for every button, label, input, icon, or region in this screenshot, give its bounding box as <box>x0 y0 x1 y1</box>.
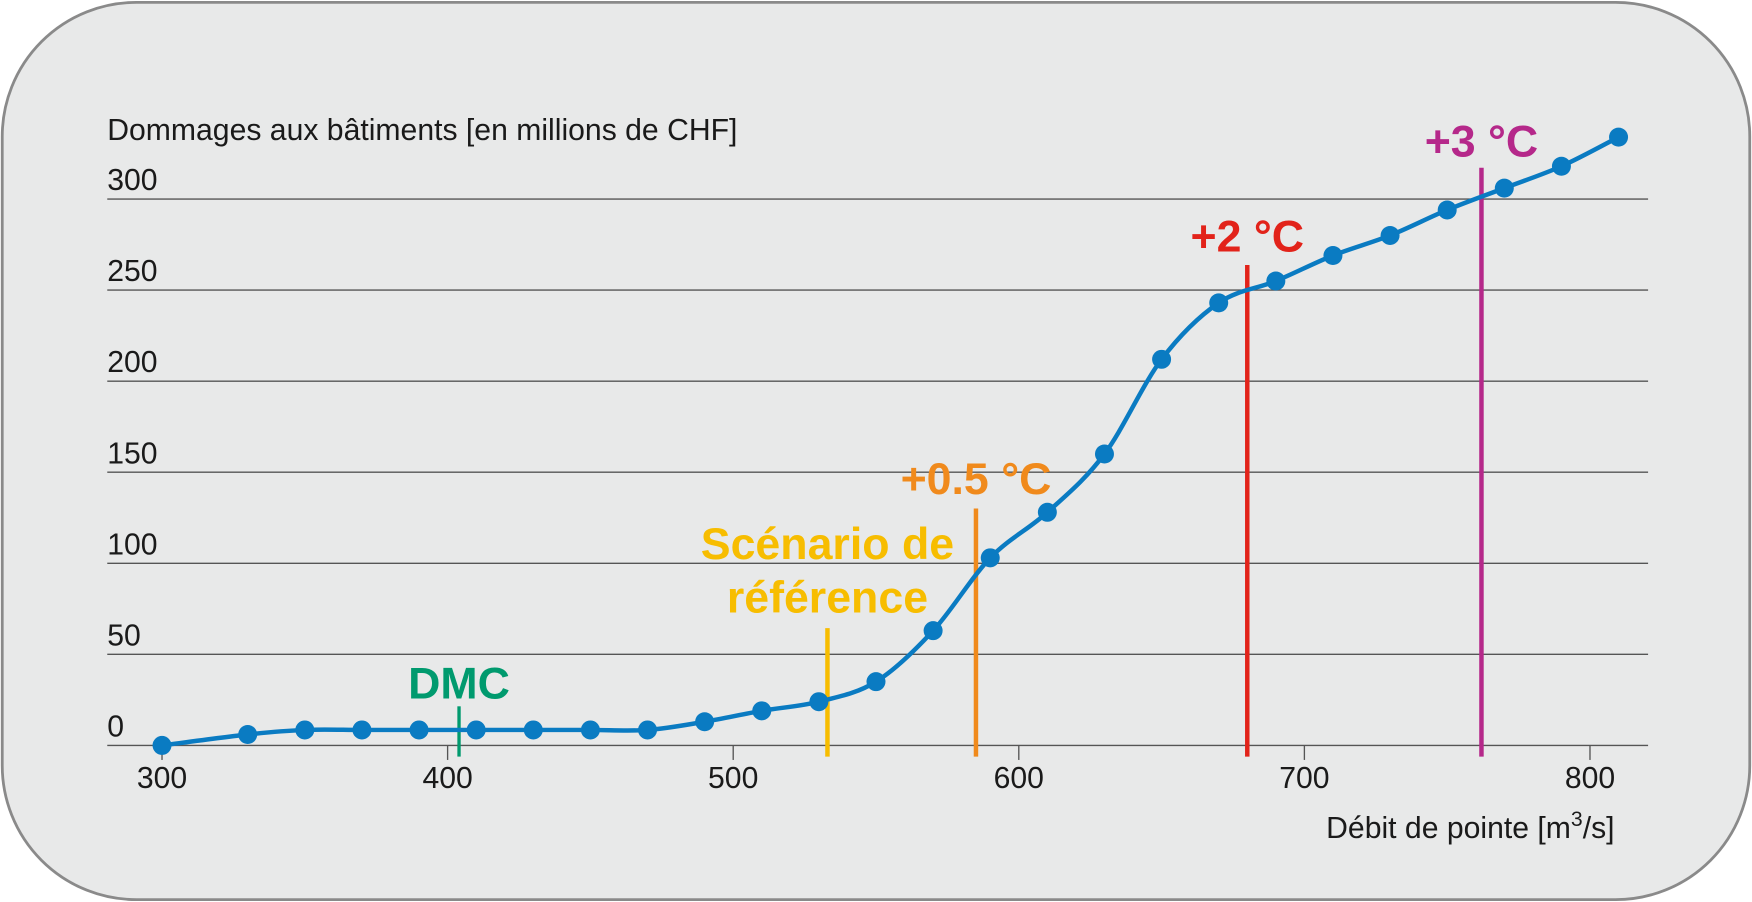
data-point <box>1094 444 1114 464</box>
marker-label: référence <box>727 573 928 622</box>
data-point <box>1380 225 1400 245</box>
data-point <box>580 720 600 740</box>
y-tick-label: 100 <box>107 528 157 561</box>
x-axis-label: Débit de pointe [m3/s] <box>1326 808 1614 845</box>
y-tick-label: 50 <box>107 619 141 652</box>
x-tick-label: 500 <box>708 762 758 795</box>
data-point <box>695 712 715 732</box>
x-tick-label: 700 <box>1279 762 1329 795</box>
data-point <box>1152 349 1172 369</box>
data-point <box>238 724 258 744</box>
data-point <box>809 692 829 712</box>
data-point <box>980 548 1000 568</box>
data-point <box>466 720 486 740</box>
data-point <box>352 720 372 740</box>
data-point <box>152 735 172 755</box>
data-point <box>1494 178 1514 198</box>
data-point <box>295 720 315 740</box>
x-tick-label: 400 <box>422 762 472 795</box>
y-axis-label: Dommages aux bâtiments [en millions de C… <box>107 114 737 147</box>
data-point <box>523 720 543 740</box>
y-tick-label: 0 <box>107 710 124 743</box>
y-tick-label: 200 <box>107 346 157 379</box>
marker-label: Scénario de <box>701 520 954 569</box>
marker-label: +0.5 °C <box>901 455 1052 504</box>
marker-label: +3 °C <box>1425 118 1539 167</box>
marker-label: +2 °C <box>1191 213 1305 262</box>
data-point <box>1551 156 1571 176</box>
data-point <box>752 701 772 721</box>
data-point <box>1437 200 1457 220</box>
x-tick-label: 600 <box>994 762 1044 795</box>
data-point <box>923 621 943 641</box>
marker-label: DMC <box>408 659 510 708</box>
y-tick-label: 250 <box>107 255 157 288</box>
x-tick-label: 800 <box>1565 762 1615 795</box>
data-point <box>1323 246 1343 265</box>
data-point <box>409 720 429 740</box>
y-tick-label: 150 <box>107 437 157 470</box>
y-tick-label: 300 <box>107 164 157 197</box>
data-point <box>1209 293 1229 313</box>
data-point <box>1266 271 1286 291</box>
x-tick-label: 300 <box>137 762 187 795</box>
data-point <box>1609 127 1629 147</box>
data-point <box>1037 502 1057 522</box>
data-point <box>866 672 886 692</box>
data-point <box>638 720 658 740</box>
